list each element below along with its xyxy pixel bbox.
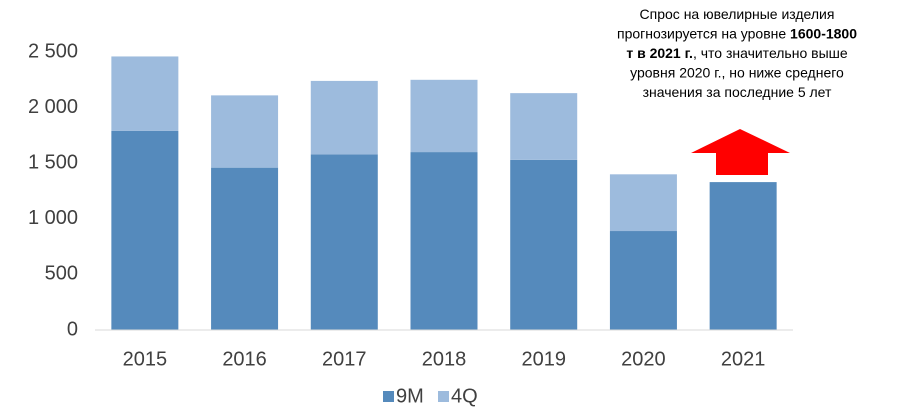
bar-segment: [510, 159, 578, 330]
annotation-line: т в 2021 г., что значительно выше: [626, 45, 848, 61]
x-tick-label: 2020: [621, 348, 666, 370]
annotation-line: Спрос на ювелирные изделия: [640, 6, 835, 22]
annotation-text: прогнозируется на уровне: [617, 25, 790, 41]
bar-segment: [609, 174, 677, 232]
y-tick-label: 1 500: [28, 151, 78, 173]
forecast-arrow: [691, 129, 790, 175]
legend-label: 9M: [396, 385, 424, 407]
bar-segment: [111, 56, 179, 131]
annotation-text: , что значительно выше: [693, 45, 848, 61]
x-tick-label: 2016: [222, 348, 267, 370]
bar-segment: [410, 79, 478, 153]
annotation-line: значения за последние 5 лет: [643, 84, 832, 100]
legend-swatch: [383, 391, 394, 402]
annotation-line: уровня 2020 г., но ниже среднего: [630, 64, 844, 80]
bar-segment: [410, 152, 478, 330]
y-tick-label: 0: [67, 318, 78, 340]
annotation-line: прогнозируется на уровне 1600-1800: [617, 25, 857, 41]
x-tick-label: 2019: [521, 348, 566, 370]
bar-segment: [709, 182, 777, 330]
bar-segment: [211, 167, 279, 330]
legend-label: 4Q: [451, 385, 478, 407]
x-tick-label: 2017: [322, 348, 367, 370]
bar-segment: [211, 95, 279, 168]
y-tick-label: 1 000: [28, 207, 78, 229]
bar-segment: [111, 130, 179, 330]
annotation-text: 1600-1800: [790, 25, 857, 41]
annotation-text: значения за последние 5 лет: [643, 84, 832, 100]
bar-segment: [310, 80, 378, 155]
y-tick-label: 500: [45, 263, 78, 285]
bar-segment: [609, 231, 677, 330]
bar-segment: [310, 154, 378, 330]
y-tick-label: 2 500: [28, 40, 78, 62]
y-tick-label: 2 000: [28, 96, 78, 118]
annotation-text: Спрос на ювелирные изделия: [640, 6, 835, 22]
annotation-text: уровня 2020 г., но ниже среднего: [630, 64, 844, 80]
x-tick-label: 2018: [422, 348, 467, 370]
legend-swatch: [438, 391, 449, 402]
annotation-text: т в 2021 г.: [626, 45, 693, 61]
x-tick-label: 2021: [721, 348, 766, 370]
x-tick-label: 2015: [123, 348, 168, 370]
bar-segment: [510, 93, 578, 160]
